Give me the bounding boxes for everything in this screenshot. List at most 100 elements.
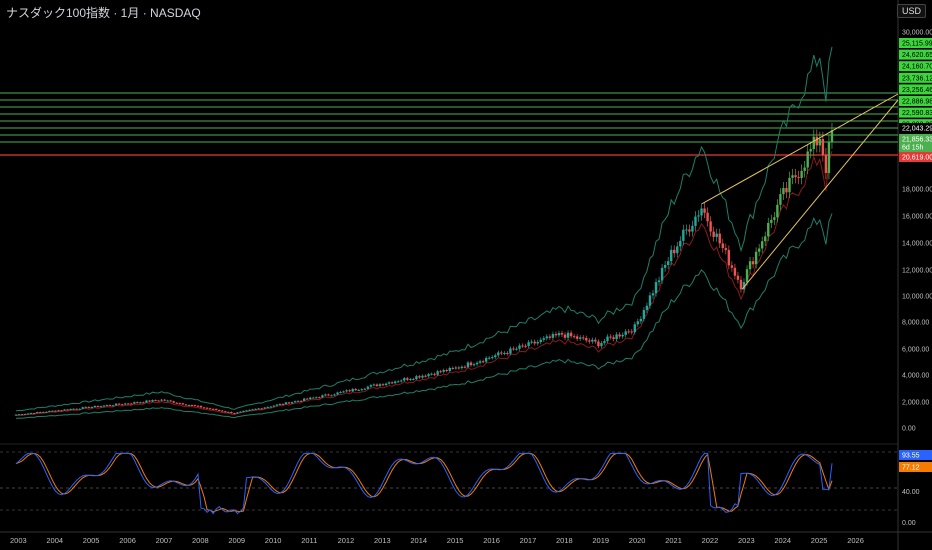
candle-body <box>290 402 294 404</box>
candle-body <box>339 391 342 393</box>
candle-body <box>299 400 303 402</box>
candle-body <box>706 212 709 222</box>
candle-body <box>108 405 112 407</box>
chart-title: ナスダック100指数 · 1月 · NASDAQ <box>6 6 201 20</box>
candle-body <box>651 293 655 296</box>
candle-body <box>460 366 464 369</box>
candle-body <box>93 405 97 408</box>
candle-body <box>673 249 676 254</box>
candle-body <box>99 406 103 408</box>
candle-body <box>78 408 81 410</box>
price-tick-label: 0.00 <box>902 426 916 433</box>
stoch-k-tag: 93.55 <box>902 453 920 460</box>
candle-body <box>190 405 194 407</box>
candle-body <box>136 402 139 404</box>
candle-body <box>163 399 166 401</box>
candle-body <box>397 381 400 383</box>
candle-body <box>624 331 627 335</box>
candle-body <box>594 339 597 342</box>
candle-body <box>409 379 412 381</box>
candle-body <box>709 221 712 232</box>
candle-body <box>193 405 197 407</box>
candle-body <box>202 407 206 409</box>
currency-button[interactable]: USD <box>896 4 926 18</box>
candle-body <box>566 332 570 338</box>
candle-body <box>660 267 664 281</box>
candle-body <box>685 229 688 231</box>
candle-body <box>712 231 715 237</box>
candle-body <box>527 342 530 347</box>
candle-body <box>45 411 48 413</box>
time-tick-label: 2021 <box>665 536 682 545</box>
current-price-tag-bg <box>899 123 932 133</box>
candle-body <box>39 412 42 414</box>
candle-body <box>318 397 321 399</box>
candle-body <box>730 265 734 268</box>
candle-body <box>281 403 285 405</box>
candle-body <box>497 352 500 356</box>
candle-body <box>233 413 236 415</box>
candle-body <box>603 341 606 344</box>
candle-body <box>484 357 488 362</box>
candle-body <box>512 348 515 350</box>
time-tick-label: 2022 <box>702 536 719 545</box>
candle-body <box>466 362 470 368</box>
candle-body <box>654 282 658 294</box>
time-tick-label: 2019 <box>592 536 609 545</box>
green-level-tag-bg <box>899 107 932 118</box>
countdown-tag: 6d 15h <box>902 145 924 152</box>
candle-body <box>509 348 512 354</box>
candle-body <box>160 399 163 401</box>
candle-body <box>779 194 782 205</box>
candle-body <box>606 336 609 342</box>
candle-body <box>208 408 212 410</box>
candle-body <box>627 331 630 333</box>
candle-body <box>554 334 558 336</box>
candle-body <box>448 367 451 371</box>
candle-body <box>612 337 615 340</box>
candle-body <box>557 333 561 336</box>
candle-body <box>636 321 640 325</box>
candle-body <box>327 394 330 396</box>
candle-body <box>127 403 130 405</box>
time-tick-label: 2008 <box>192 536 209 545</box>
candle-body <box>791 175 794 178</box>
candle-body <box>275 404 279 406</box>
candle-body <box>582 337 585 339</box>
candle-body <box>117 403 121 405</box>
last-close-tag: 21,856.33 <box>902 137 932 144</box>
green-level-tag-bg <box>899 84 932 95</box>
candle-body <box>533 341 536 344</box>
candle-body <box>63 409 66 411</box>
candle-body <box>14 414 18 416</box>
candle-body <box>785 188 788 193</box>
candle-body <box>618 334 621 337</box>
candle-body <box>60 410 63 412</box>
candle-body <box>257 408 260 410</box>
time-tick-label: 2011 <box>301 536 317 545</box>
candle-body <box>199 405 203 408</box>
candle-body <box>682 229 685 241</box>
candle-body <box>248 409 251 411</box>
candle-body <box>724 248 727 250</box>
candle-body <box>691 225 694 232</box>
time-tick-label: 2016 <box>483 536 500 545</box>
candle-body <box>718 233 721 244</box>
candle-body <box>427 374 430 377</box>
candle-body <box>372 384 376 386</box>
candle-body <box>563 334 567 338</box>
last-close-tag-bg <box>899 134 932 144</box>
candle-body <box>491 357 494 359</box>
candle-body <box>84 406 87 408</box>
time-tick-label: 2014 <box>410 536 427 545</box>
candle-body <box>172 401 175 403</box>
candle-body <box>797 177 800 179</box>
time-tick-label: 2003 <box>10 536 27 545</box>
candle-body <box>387 382 391 384</box>
candle-body <box>733 267 737 276</box>
stoch-d-tag: 77.12 <box>902 465 920 472</box>
red-level-tag-bg <box>899 152 932 162</box>
candle-body <box>96 405 100 407</box>
time-tick-label: 2026 <box>847 536 864 545</box>
